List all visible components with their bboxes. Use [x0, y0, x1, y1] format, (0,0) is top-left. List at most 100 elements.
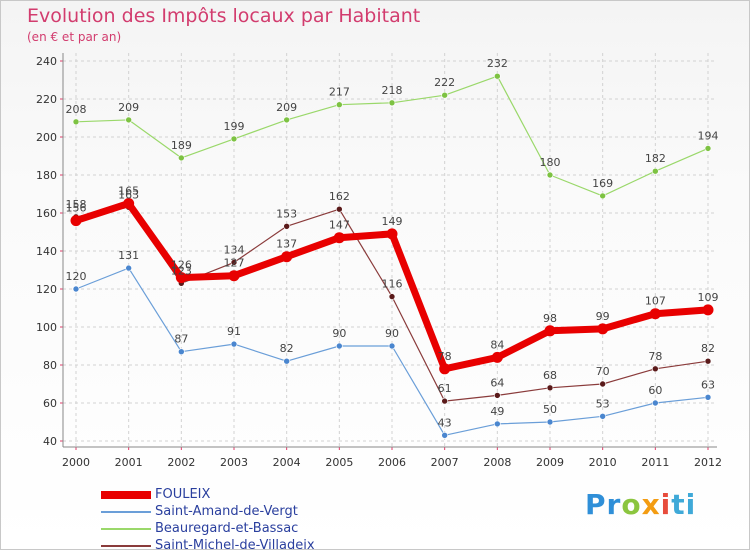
x-tick-label: 2008: [483, 456, 511, 469]
data-label: 116: [382, 278, 403, 291]
data-label: 126: [171, 259, 192, 272]
data-point: [546, 384, 554, 392]
x-tick-label: 2002: [167, 456, 195, 469]
data-label: 217: [329, 86, 350, 99]
data-label: 53: [596, 397, 610, 410]
data-point: [123, 198, 135, 209]
data-point: [441, 431, 448, 439]
data-point: [230, 259, 238, 266]
y-tick-label: 200: [36, 131, 57, 144]
x-tick-label: 2010: [589, 456, 617, 469]
data-point: [704, 145, 712, 152]
data-point: [652, 167, 659, 175]
legend-swatch: [101, 510, 151, 513]
legend-item: Beauregard-et-Bassac: [101, 520, 315, 537]
data-point: [230, 340, 238, 348]
chart-subtitle: (en € et par an): [27, 30, 122, 44]
data-label: 43: [438, 416, 452, 429]
proxiti-logo: Proxiti: [585, 488, 696, 521]
data-point: [336, 205, 343, 213]
data-label: 120: [66, 270, 87, 283]
data-point: [386, 228, 398, 240]
logo-part: Pr: [585, 488, 622, 521]
y-tick-label: 100: [36, 321, 57, 334]
data-label: 137: [276, 238, 297, 251]
y-tick-label: 180: [36, 169, 57, 182]
data-label: 50: [543, 403, 557, 416]
data-label: 90: [332, 327, 346, 340]
data-point: [494, 420, 501, 428]
data-point: [72, 118, 80, 126]
data-label: 99: [596, 310, 610, 323]
legend-swatch: [101, 527, 151, 530]
data-label: 158: [66, 198, 87, 211]
data-label: 162: [329, 190, 350, 203]
data-point: [649, 308, 661, 320]
data-point: [125, 116, 132, 124]
legend-swatch: [101, 544, 151, 547]
data-point: [441, 91, 448, 99]
data-point: [491, 351, 503, 363]
data-point: [544, 325, 556, 337]
data-label: 218: [382, 84, 403, 97]
logo-part: o: [621, 488, 642, 521]
data-label: 63: [701, 378, 715, 391]
data-label: 232: [487, 57, 508, 70]
y-tick-label: 120: [36, 283, 57, 296]
data-label: 182: [645, 152, 666, 165]
data-point: [652, 365, 659, 373]
data-label: 209: [118, 101, 139, 114]
data-label: 78: [648, 350, 662, 363]
data-label: 109: [698, 291, 719, 304]
data-label: 84: [490, 338, 504, 351]
data-label: 131: [118, 249, 139, 262]
data-label: 90: [385, 327, 399, 340]
data-point: [599, 192, 606, 200]
legend-label: Saint-Michel-de-Villadeix: [155, 538, 315, 553]
data-point: [494, 392, 501, 399]
data-point: [597, 323, 609, 335]
y-tick-label: 80: [43, 359, 57, 372]
data-label: 134: [224, 243, 245, 256]
data-point: [388, 293, 396, 300]
data-point: [175, 272, 187, 284]
x-tick-label: 2003: [220, 456, 248, 469]
y-tick-label: 240: [36, 55, 57, 68]
data-label: 147: [329, 219, 350, 232]
y-tick-label: 160: [36, 207, 57, 220]
data-point: [439, 363, 451, 375]
x-tick-label: 2011: [641, 456, 669, 469]
data-point: [704, 393, 712, 401]
data-point: [125, 264, 132, 272]
data-point: [178, 348, 185, 356]
data-label: 98: [543, 312, 557, 325]
data-point: [441, 397, 448, 405]
x-tick-label: 2007: [431, 456, 459, 469]
data-point: [388, 99, 396, 107]
data-point: [178, 154, 185, 162]
legend-item: Saint-Amand-de-Vergt: [101, 503, 315, 520]
data-point: [228, 270, 240, 282]
legend-label: FOULEIX: [155, 487, 211, 502]
data-point: [546, 418, 554, 426]
data-label: 78: [438, 350, 452, 363]
data-point: [494, 72, 501, 80]
x-tick-label: 2006: [378, 456, 406, 469]
x-tick-label: 2004: [273, 456, 301, 469]
data-label: 209: [276, 101, 297, 114]
data-label: 149: [382, 215, 403, 228]
data-label: 107: [645, 295, 666, 308]
data-label: 61: [438, 382, 452, 395]
data-point: [283, 357, 290, 365]
data-label: 68: [543, 369, 557, 382]
x-tick-label: 2001: [115, 456, 143, 469]
y-tick-label: 40: [43, 435, 57, 448]
data-label: 70: [596, 365, 610, 378]
data-label: 169: [592, 177, 613, 190]
data-point: [230, 135, 238, 143]
data-label: 82: [701, 342, 715, 355]
data-point: [546, 171, 554, 179]
data-label: 64: [490, 376, 504, 389]
